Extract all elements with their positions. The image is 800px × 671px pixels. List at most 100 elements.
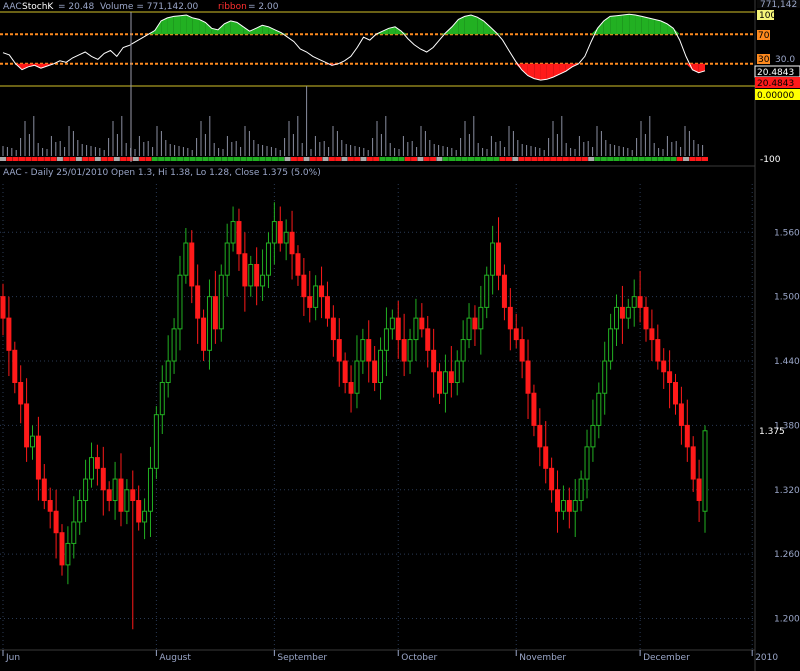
ribbon-segment [499, 157, 506, 161]
ribbon-segment [303, 157, 310, 161]
ribbon-segment [600, 157, 607, 161]
candle-body [319, 285, 325, 298]
ribbon-segment [196, 157, 203, 161]
candle-body [478, 306, 484, 330]
ribbon-segment [702, 157, 708, 161]
candle-body [466, 317, 472, 341]
candle-body [336, 339, 342, 362]
ribbon-label: ribbon [218, 2, 247, 12]
ribbon-segment [221, 157, 228, 161]
candle-body [625, 306, 631, 319]
ribbon-segment [132, 157, 139, 161]
zero-value-badge [755, 89, 800, 100]
candle-body [71, 521, 77, 544]
oversold-fill [534, 63, 541, 81]
ribbon-segment [695, 157, 702, 161]
candle-body [307, 296, 313, 308]
overbought-fill [237, 22, 244, 35]
ribbon-segment [31, 157, 38, 161]
candle-body [383, 328, 389, 351]
level-100-badge [757, 10, 774, 20]
oversold-fill [698, 63, 705, 73]
ribbon-segment [259, 157, 266, 161]
candle-body [590, 424, 596, 448]
volume-label: Volume = 771,142.00 [100, 2, 199, 12]
candle-body [230, 221, 236, 244]
candle-body [277, 221, 283, 244]
candle-body [460, 339, 466, 362]
ribbon-segment [139, 157, 146, 161]
ribbon-segment [240, 157, 247, 161]
ribbon-segment [145, 157, 152, 161]
candle-body [248, 263, 254, 287]
candles [0, 202, 708, 630]
ribbon-segment [284, 157, 291, 161]
ribbon-segment [373, 157, 380, 161]
date-tick-label: October [401, 653, 437, 663]
overbought-fill [654, 19, 661, 35]
candle-body [501, 274, 507, 308]
candle-body [596, 392, 602, 426]
candle-body [147, 467, 153, 512]
candle-body [525, 360, 531, 394]
ribbon-segment [37, 157, 44, 161]
ribbon-segment [234, 157, 240, 161]
overbought-fill [597, 20, 604, 35]
price-grid [0, 184, 755, 650]
candle-body [136, 500, 142, 523]
ribbon-segment [480, 157, 487, 161]
level-70-badge [757, 30, 770, 40]
candle-body [484, 274, 490, 308]
overbought-fill [192, 17, 200, 35]
overbought-fill [243, 26, 250, 35]
candle-body [342, 360, 348, 383]
oversold-fill [692, 63, 699, 73]
volume-bars [2, 86, 704, 156]
candle-body [224, 242, 230, 276]
stochk-value: = 20.48 [58, 2, 94, 12]
candle-body [678, 403, 684, 426]
candle-body [649, 328, 655, 341]
ribbon-value: = 2.00 [248, 2, 279, 12]
ribbon-segment [347, 157, 354, 161]
ribbon-segment [619, 157, 626, 161]
candle-body [212, 296, 218, 330]
ribbon-segment [588, 157, 595, 161]
ribbon-segment [411, 157, 418, 161]
overbought-fill [230, 20, 237, 35]
candle-body [265, 242, 271, 276]
candle-body [555, 489, 561, 512]
ribbon-segment [607, 157, 614, 161]
overbought-fill [641, 16, 649, 35]
candle-body [507, 306, 513, 330]
level-30-label: 30 [758, 55, 770, 65]
overbought-fill [635, 14, 642, 35]
candle-body [602, 360, 608, 394]
ribbon-segment [575, 157, 582, 161]
candle-body [631, 296, 637, 308]
candle-body [372, 360, 378, 383]
overbought-fill [477, 17, 484, 35]
price-tick-label: 1.560 [774, 228, 800, 238]
ribbon-segment [518, 157, 525, 161]
candle-body [389, 317, 395, 330]
candle-body [106, 489, 112, 502]
oversold-fill [521, 63, 528, 76]
candle-body [6, 317, 12, 351]
current-value-red-badge [755, 77, 800, 88]
candle-body [667, 371, 673, 383]
candle-body [183, 242, 189, 276]
ribbon-segment [562, 157, 569, 161]
candle-body [35, 435, 41, 480]
candle-body [218, 274, 224, 330]
oversold-fill [527, 63, 535, 79]
candle-body [702, 430, 708, 512]
candle-body [47, 500, 53, 512]
ribbon-segment [569, 157, 576, 161]
price-title: AAC - Daily 25/01/2010 Open 1.3, Hi 1.38… [3, 168, 321, 178]
overbought-fill [388, 26, 396, 35]
candle-body [572, 500, 578, 512]
ribbon-segment [664, 157, 671, 161]
candle-body [431, 349, 437, 373]
candle-body [130, 489, 136, 502]
